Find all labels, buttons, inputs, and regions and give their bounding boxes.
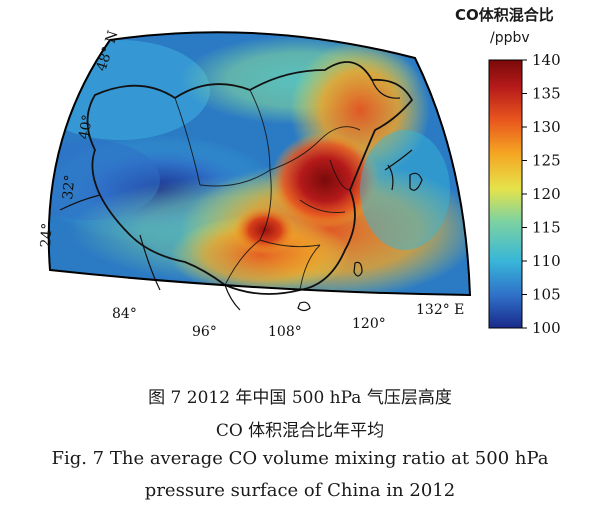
country-borders — [86, 61, 413, 295]
lon-label-108: 108° — [268, 324, 302, 340]
lat-label-24: 24° — [38, 222, 56, 248]
colorbar-tick-label: 100 — [532, 319, 561, 337]
lat-label-40: 40° — [76, 113, 96, 140]
colorbar-tick-label: 120 — [532, 185, 561, 203]
colorbar-tick-label: 105 — [532, 286, 561, 304]
colorbar-unit: /ppbv — [490, 30, 530, 46]
colorbar-gradient — [488, 59, 523, 329]
colorbar-tick-label: 115 — [532, 219, 561, 237]
colorbar-tick-label: 110 — [532, 252, 561, 270]
colorbar-tick-label: 130 — [532, 118, 561, 136]
colorbar-tick-label: 125 — [532, 152, 561, 170]
lon-label-96: 96° — [192, 324, 217, 340]
lon-label-132: 132° E — [416, 302, 464, 318]
colorbar: 140 135 130 125 120 115 110 105 100 — [488, 51, 561, 337]
colorbar-title: CO体积混合比 — [455, 6, 554, 24]
caption-cn-line2: CO 体积混合比年平均 — [215, 421, 385, 441]
map-panel — [47, 31, 472, 312]
caption-en-line2: pressure surface of China in 2012 — [144, 480, 456, 501]
colorbar-tick-label: 135 — [532, 85, 561, 103]
lon-label-120: 120° — [352, 316, 386, 332]
province-borders — [174, 89, 361, 291]
caption-cn-line1: 图 7 2012 年中国 500 hPa 气压层高度 — [148, 388, 452, 408]
caption-en-line1: Fig. 7 The average CO volume mixing rati… — [51, 448, 549, 469]
lon-label-84: 84° — [112, 306, 137, 322]
lat-label-32: 32° — [60, 174, 79, 200]
colorbar-tick-label: 140 — [532, 51, 561, 69]
map-frame — [47, 31, 472, 297]
neighbor-borders — [59, 79, 413, 311]
colorbar-ticks: 140 135 130 125 120 115 110 105 100 — [522, 51, 561, 337]
islands — [297, 172, 423, 312]
co-field — [48, 35, 470, 296]
co-map-figure: 84° 96° 108° 120° 132° E 48° N 40° 32° 2… — [38, 29, 561, 340]
